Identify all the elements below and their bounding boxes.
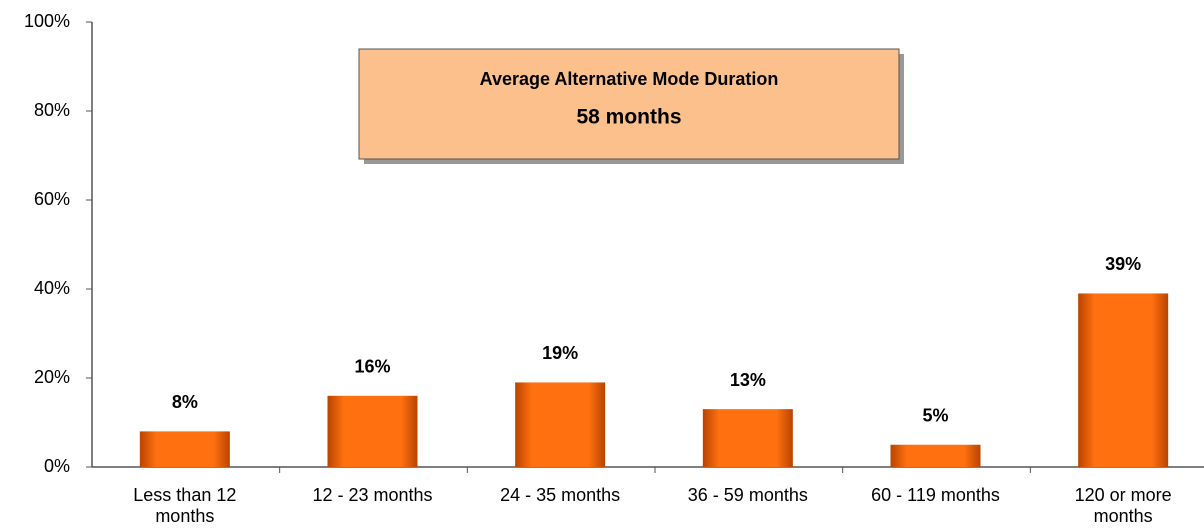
bar (1078, 293, 1169, 467)
data-label: 16% (354, 357, 390, 377)
x-tick-label: Less than 12 months (133, 485, 237, 526)
x-tick-label: 36 - 59 months (687, 485, 808, 505)
data-label: 8% (172, 392, 198, 412)
annotation-box (358, 48, 900, 160)
x-tick-label: 24 - 35 months (500, 485, 621, 505)
data-label: 5% (922, 406, 948, 426)
y-tick-label: 100% (24, 11, 70, 31)
bar (139, 431, 230, 467)
data-label: 39% (1105, 254, 1141, 274)
bar (702, 409, 793, 467)
y-tick-label: 0% (44, 456, 70, 476)
bar (515, 382, 606, 467)
annotation-title: Average Alternative Mode Duration (480, 69, 779, 89)
x-tick-label: 120 or more months (1074, 485, 1172, 526)
bar (327, 395, 418, 467)
bar (890, 444, 981, 467)
y-tick-label: 20% (34, 367, 70, 387)
x-tick-label: 60 - 119 months (871, 485, 1000, 505)
x-tick-label: 12 - 23 months (312, 485, 433, 505)
data-label: 19% (542, 343, 578, 363)
y-tick-label: 60% (34, 189, 70, 209)
y-tick-label: 80% (34, 100, 70, 120)
data-label: 13% (730, 370, 766, 390)
annotation-value: 58 months (576, 106, 681, 129)
y-tick-label: 40% (34, 278, 70, 298)
